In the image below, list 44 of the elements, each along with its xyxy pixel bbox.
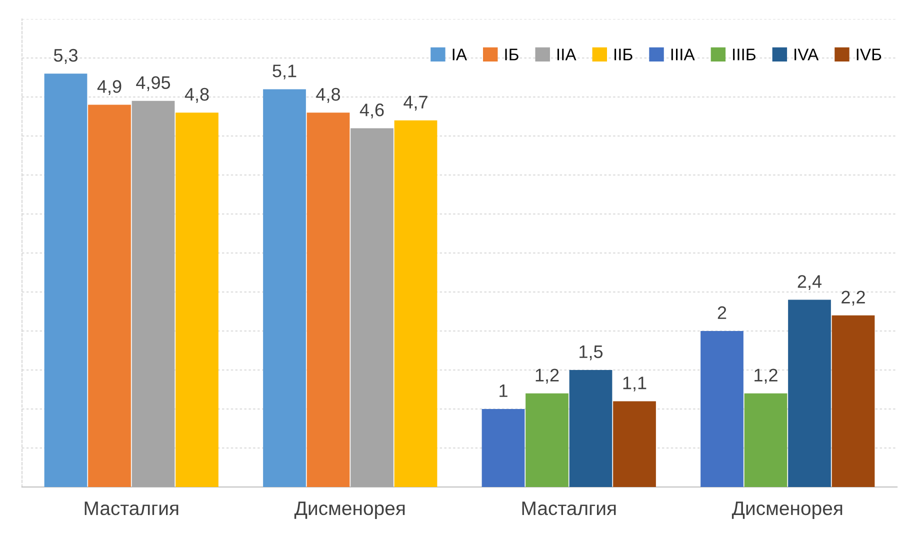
data-label: 1,2 xyxy=(536,368,559,384)
bar xyxy=(569,370,612,487)
legend-label: IVБ xyxy=(856,48,882,60)
x-tick-label: Масталгия xyxy=(84,502,178,516)
bar xyxy=(132,100,175,487)
data-label: 2,2 xyxy=(842,290,865,306)
data-label: 4,8 xyxy=(184,88,209,103)
bar xyxy=(832,315,875,487)
data-label: 2 xyxy=(718,306,726,319)
bar xyxy=(350,128,394,487)
legend-label: IVA xyxy=(794,48,819,60)
data-label: 5,1 xyxy=(272,64,296,80)
bar xyxy=(526,393,568,487)
legend-label: IA xyxy=(452,48,467,60)
data-label: 4,6 xyxy=(360,104,384,118)
bar xyxy=(482,409,525,487)
x-tick-label: Дисменорея xyxy=(294,502,405,520)
data-label: 4,9 xyxy=(97,80,122,96)
bar xyxy=(613,401,656,487)
legend-label: IIБ xyxy=(614,48,632,60)
bar xyxy=(394,120,438,487)
bar xyxy=(700,331,744,487)
x-tick-label: Дисменорея xyxy=(732,502,842,520)
data-label: 4,7 xyxy=(404,96,428,111)
x-tick-label: Масталгия xyxy=(522,502,616,516)
legend-label: IIIБ xyxy=(733,48,756,60)
bar xyxy=(44,74,88,487)
data-label: 1 xyxy=(500,384,508,397)
data-label: 4,95 xyxy=(136,76,170,92)
bar xyxy=(788,300,831,487)
data-label: 2,4 xyxy=(798,275,822,290)
bar xyxy=(744,393,788,487)
legend-label: IIIA xyxy=(671,48,695,60)
bar xyxy=(88,104,131,487)
bar xyxy=(306,112,350,487)
data-label: 4,8 xyxy=(316,88,340,103)
bar xyxy=(263,89,306,487)
bar xyxy=(176,112,218,487)
data-label: 1,1 xyxy=(623,376,646,392)
data-label: 5,3 xyxy=(54,48,78,64)
legend-label: IБ xyxy=(505,48,518,60)
data-label: 1,2 xyxy=(754,368,778,384)
legend-label: IIA xyxy=(557,48,576,60)
data-label: 1,5 xyxy=(580,346,603,360)
